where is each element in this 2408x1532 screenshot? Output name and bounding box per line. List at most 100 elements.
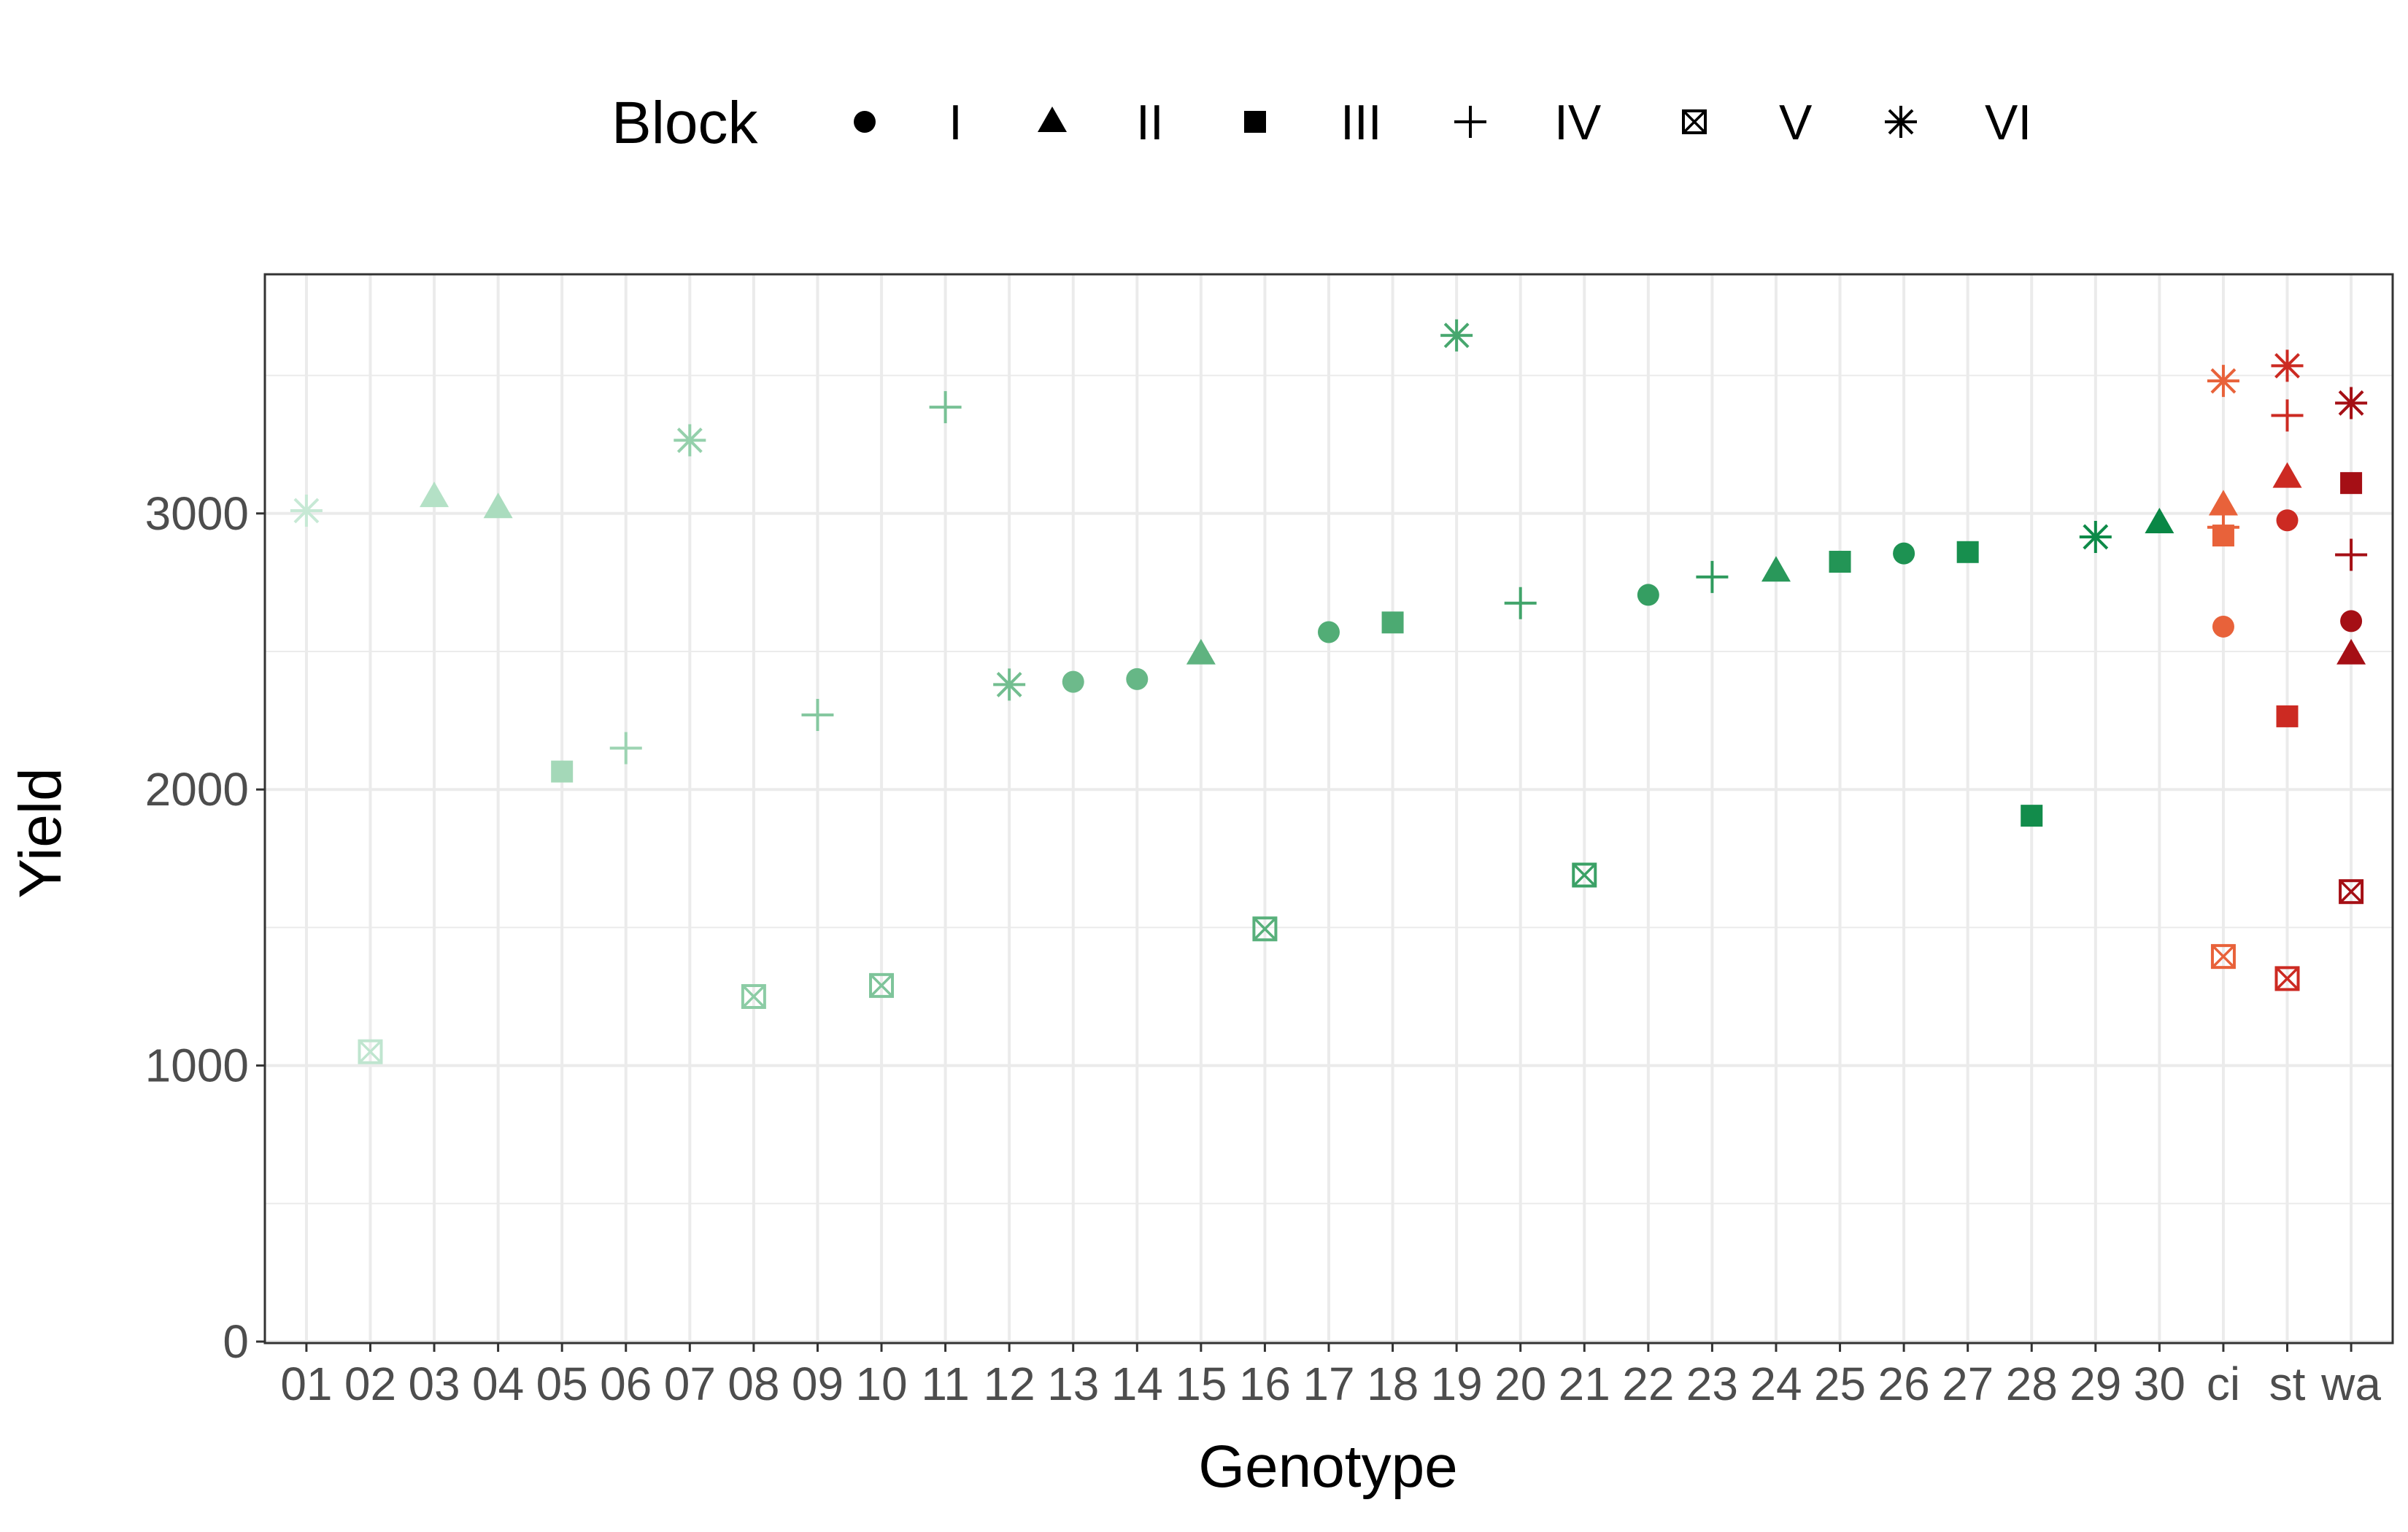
x-tick-label: 27: [1942, 1358, 1994, 1410]
data-point: [929, 391, 962, 424]
legend-key-circle: [854, 111, 876, 133]
data-point: [1186, 638, 1216, 665]
x-tick-label: st: [2269, 1358, 2306, 1410]
data-point: [1318, 621, 1340, 643]
data-point: [2272, 462, 2302, 488]
x-tick-label: 04: [472, 1358, 524, 1410]
data-point: [2335, 538, 2368, 571]
x-tick-label: 23: [1686, 1358, 1738, 1410]
data-point: [2207, 365, 2239, 398]
data-point: [1062, 670, 1084, 693]
data-point: [2276, 509, 2299, 532]
data-point: [2210, 944, 2236, 970]
x-tick-label: 19: [1431, 1358, 1483, 1410]
x-tick-label: 10: [855, 1358, 907, 1410]
data-point: [2335, 387, 2368, 419]
data-point: [674, 424, 706, 457]
data-point: [1696, 560, 1729, 593]
data-point: [2340, 610, 2363, 632]
data-point: [1440, 319, 1473, 352]
legend-title: Block: [611, 90, 759, 156]
legend-key-square-cross: [1682, 109, 1707, 134]
x-tick-label: 17: [1303, 1358, 1354, 1410]
y-tick-label: 1000: [145, 1040, 249, 1092]
x-tick-label: 28: [2006, 1358, 2058, 1410]
legend-label: IV: [1554, 95, 1602, 150]
data-point: [2271, 399, 2304, 432]
data-point: [1761, 556, 1791, 582]
y-axis: 0 1000 2000 3000: [145, 487, 265, 1368]
data-point: [869, 972, 895, 998]
x-tick-label: 02: [344, 1358, 396, 1410]
x-tick-label: 05: [536, 1358, 588, 1410]
data-point: [741, 984, 766, 1009]
chart-legend: Block I II III IV V VI: [611, 90, 2031, 156]
data-point: [2021, 805, 2043, 827]
data-point: [2208, 490, 2238, 516]
x-tick-label: 21: [1559, 1358, 1610, 1410]
legend-key-square: [1244, 111, 1266, 133]
data-point: [2212, 615, 2234, 638]
y-tick-label: 3000: [145, 487, 249, 540]
data-point: [420, 481, 449, 508]
legend-key-triangle: [1038, 107, 1067, 132]
data-point: [358, 1039, 383, 1064]
data-point: [2274, 966, 2300, 991]
data-point: [290, 495, 323, 527]
data-point: [801, 699, 834, 732]
data-point: [2207, 511, 2239, 543]
data-point: [1504, 587, 1537, 619]
data-point: [1893, 542, 1915, 565]
legend-label: III: [1340, 95, 1382, 150]
x-tick-label: 30: [2134, 1358, 2185, 1410]
data-point: [551, 760, 574, 783]
x-tick-label: 08: [728, 1358, 779, 1410]
data-point: [2336, 638, 2366, 665]
y-tick-label: 2000: [145, 763, 249, 816]
x-axis: 01 02 03 04 05 06 07 08 09 10 11 12 13 14 15 16 17 18 19 20…: [280, 1343, 2381, 1410]
x-tick-label: 14: [1111, 1358, 1163, 1410]
x-tick-label: 15: [1175, 1358, 1227, 1410]
legend-key-asterisk: [1885, 106, 1917, 138]
data-point: [1637, 584, 1659, 606]
x-tick-label: 12: [984, 1358, 1035, 1410]
x-tick-label: 24: [1750, 1358, 1802, 1410]
grid-lines: [265, 274, 2393, 1343]
x-tick-label: 29: [2069, 1358, 2121, 1410]
data-point: [1956, 541, 1979, 563]
legend-label: VI: [1985, 95, 2031, 150]
data-point: [1572, 862, 1597, 888]
data-point: [1829, 551, 1851, 573]
x-tick-label: wa: [2320, 1358, 2381, 1410]
x-tick-label: 03: [408, 1358, 460, 1410]
x-tick-label: 06: [600, 1358, 652, 1410]
legend-label: I: [949, 95, 962, 150]
x-tick-label: 26: [1878, 1358, 1930, 1410]
x-tick-label: 07: [664, 1358, 716, 1410]
x-tick-label: 11: [921, 1358, 969, 1410]
legend-key-plus: [1454, 106, 1486, 138]
data-point: [2145, 508, 2174, 534]
x-tick-label: 25: [1814, 1358, 1866, 1410]
x-tick-label: 09: [792, 1358, 844, 1410]
y-axis-title: Yield: [7, 767, 74, 898]
data-point: [2079, 520, 2112, 553]
x-tick-label: 18: [1367, 1358, 1419, 1410]
x-tick-label: 22: [1622, 1358, 1674, 1410]
data-point: [2340, 472, 2363, 495]
data-point: [2271, 349, 2304, 382]
x-tick-label: 16: [1239, 1358, 1291, 1410]
legend-label: II: [1136, 95, 1164, 150]
x-tick-label: 01: [280, 1358, 332, 1410]
data-point: [609, 732, 642, 765]
y-tick-label: 0: [223, 1315, 249, 1368]
x-tick-label: 20: [1494, 1358, 1546, 1410]
data-point: [1126, 668, 1149, 690]
data-point: [993, 668, 1026, 701]
data-point: [2339, 879, 2364, 905]
legend-label: V: [1779, 95, 1813, 150]
x-axis-title: Genotype: [1198, 1434, 1458, 1500]
x-tick-label: 13: [1047, 1358, 1099, 1410]
data-point: [483, 492, 513, 519]
